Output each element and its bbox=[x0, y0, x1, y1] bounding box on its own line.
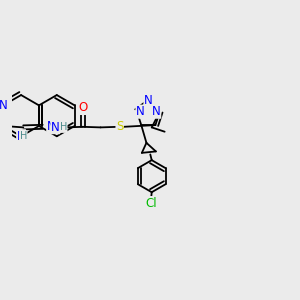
Text: S: S bbox=[116, 120, 123, 133]
Text: N: N bbox=[17, 130, 26, 143]
Text: Cl: Cl bbox=[145, 196, 157, 210]
Text: N: N bbox=[0, 99, 8, 112]
Text: H: H bbox=[60, 122, 67, 132]
Text: N: N bbox=[152, 105, 161, 118]
Text: H: H bbox=[20, 131, 27, 141]
Text: O: O bbox=[78, 101, 87, 114]
Text: N: N bbox=[136, 105, 145, 118]
Text: N: N bbox=[144, 94, 153, 107]
Text: N: N bbox=[47, 120, 56, 133]
Text: N: N bbox=[51, 121, 60, 134]
